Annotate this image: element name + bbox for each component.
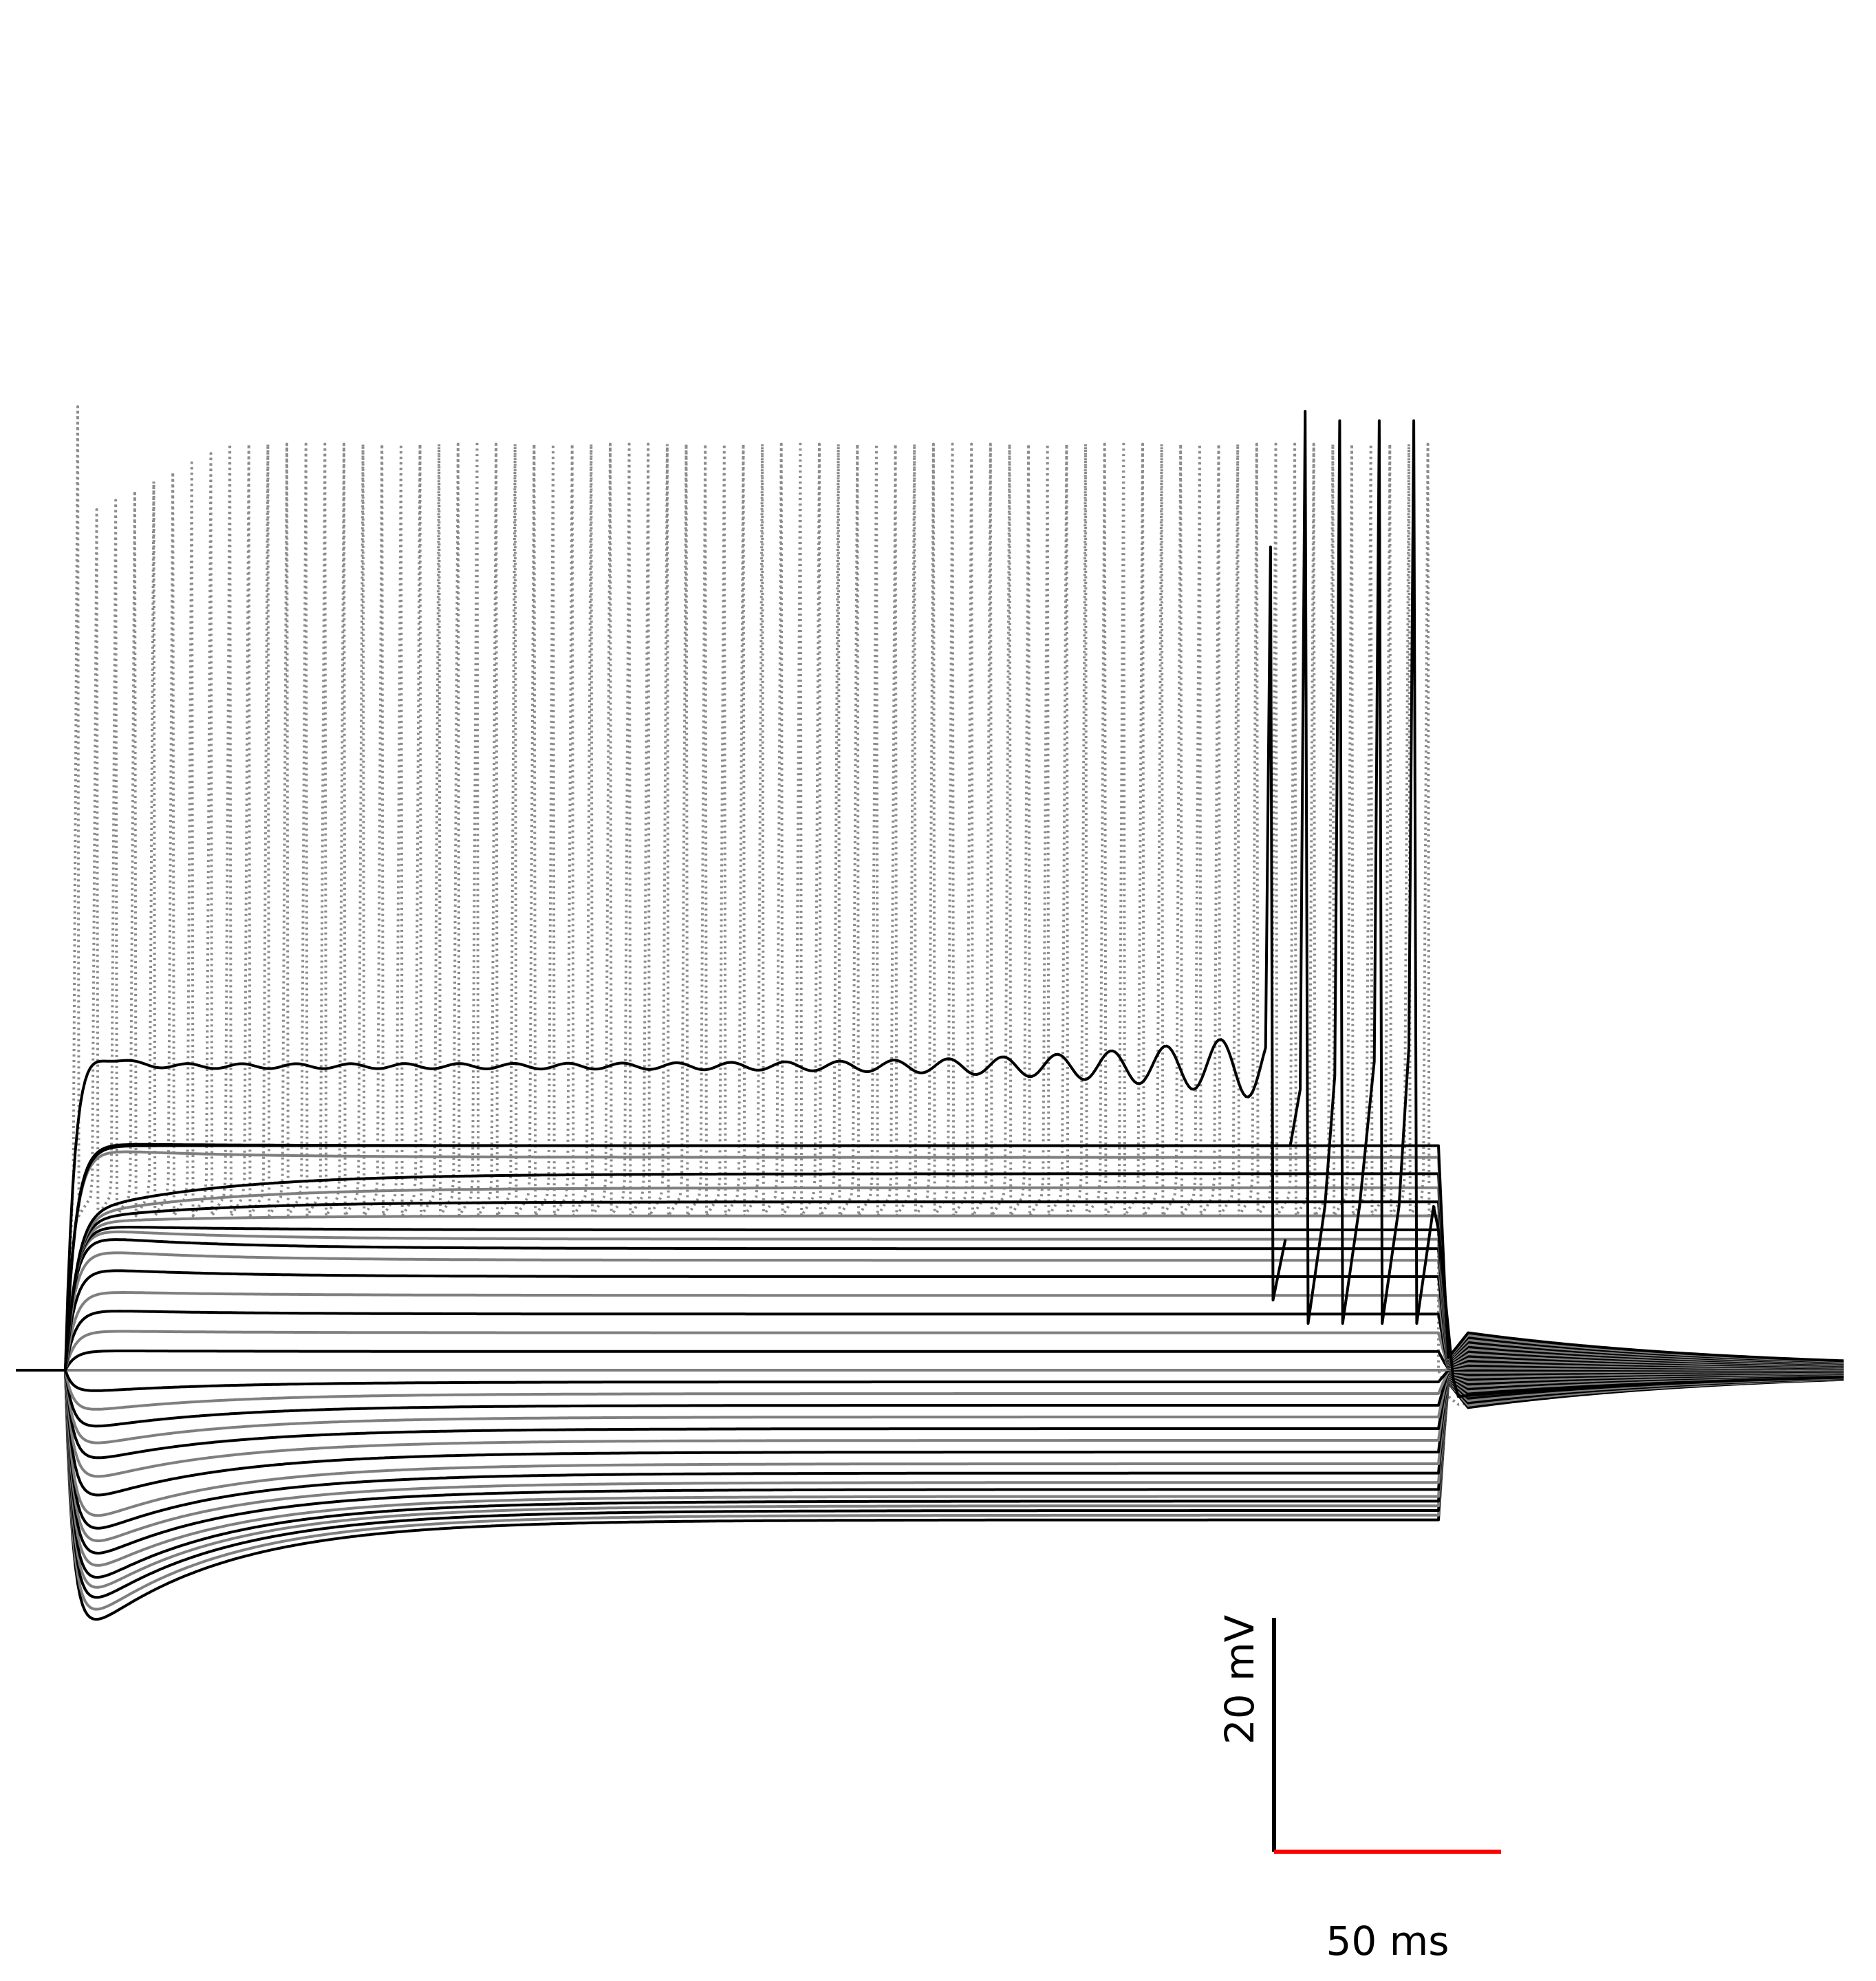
subthreshold-trace-19 (16, 1350, 1844, 1372)
subthreshold-trace-25 (16, 1238, 1844, 1372)
subthreshold-trace-4 (16, 1369, 1844, 1589)
scale-bar: 20 mV 50 ms (1216, 1614, 1501, 1964)
subthreshold-trace-32 (16, 1150, 1844, 1372)
subthreshold-trace-2 (16, 1369, 1844, 1611)
subthreshold-trace-10 (16, 1369, 1844, 1517)
subthreshold-trace-6 (16, 1369, 1844, 1567)
subthreshold-trace-20 (16, 1330, 1844, 1372)
subthreshold-trace-1 (16, 1369, 1844, 1621)
subthreshold-trace-29 (16, 1200, 1844, 1372)
vertical-scale-label: 20 mV (1216, 1614, 1263, 1744)
subthreshold-trace-16 (16, 1369, 1844, 1411)
subthreshold-trace-12 (16, 1369, 1844, 1478)
subthreshold-trace-31 (16, 1172, 1844, 1372)
subthreshold-trace-18 (16, 1366, 1844, 1372)
subthreshold-trace-21 (16, 1310, 1844, 1372)
spiking-train-trace (16, 410, 1844, 1398)
subthreshold-trace-14 (16, 1369, 1844, 1444)
subthreshold-trace-13 (16, 1369, 1844, 1460)
subthreshold-trace-28 (16, 1214, 1844, 1372)
dotted-spike-train (16, 405, 1844, 1406)
subthreshold-trace-22 (16, 1291, 1844, 1372)
subthreshold-trace-8 (16, 1369, 1844, 1543)
subthreshold-trace-17 (16, 1369, 1844, 1392)
horizontal-scale-label: 50 ms (1326, 1918, 1449, 1964)
subthreshold-trace-7 (16, 1369, 1844, 1555)
subthreshold-trace-15 (16, 1369, 1844, 1428)
subthreshold-trace-3 (16, 1369, 1844, 1599)
dotted-spike-train-group (16, 405, 1844, 1406)
subthreshold-trace-23 (16, 1269, 1844, 1372)
subthreshold-trace-11 (16, 1369, 1844, 1497)
subthreshold-trace-27 (16, 1226, 1844, 1372)
subthreshold-trace-26 (16, 1230, 1844, 1372)
oscillation-spike-trace (16, 545, 1287, 1372)
voltage-traces-group (16, 410, 1844, 1621)
subthreshold-trace-5 (16, 1369, 1844, 1579)
subthreshold-trace-30 (16, 1186, 1844, 1372)
subthreshold-trace-9 (16, 1369, 1844, 1530)
subthreshold-trace-24 (16, 1251, 1844, 1372)
